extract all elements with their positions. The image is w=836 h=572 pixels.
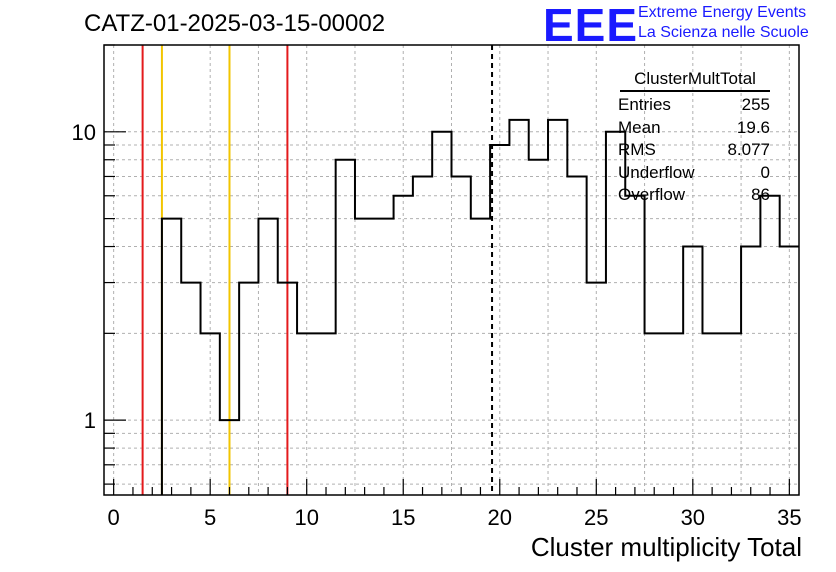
x-tick-label: 15 bbox=[391, 505, 415, 530]
stats-row-rms: RMS 8.077 bbox=[612, 139, 774, 162]
x-tick-label: 0 bbox=[108, 505, 120, 530]
eee-logo: EEE bbox=[543, 0, 639, 51]
stats-row-entries: Entries 255 bbox=[612, 94, 774, 117]
stats-label: Overflow bbox=[618, 185, 686, 204]
x-tick-label: 25 bbox=[584, 505, 608, 530]
stats-value: 255 bbox=[741, 95, 770, 114]
x-tick-label: 10 bbox=[294, 505, 318, 530]
histogram-outline bbox=[160, 118, 799, 495]
x-tick-labels: 0 5 10 15 20 25 30 35 bbox=[108, 505, 802, 530]
x-tick-label: 20 bbox=[488, 505, 512, 530]
stats-title: ClusterMultTotal bbox=[620, 68, 770, 92]
stats-value: 8.077 bbox=[727, 140, 770, 159]
stats-label: Underflow bbox=[618, 162, 695, 182]
x-tick-label: 35 bbox=[777, 505, 801, 530]
stats-row-underflow: Underflow 0 bbox=[612, 162, 774, 185]
y-tick-labels: 1 10 bbox=[72, 120, 96, 433]
axes bbox=[103, 44, 800, 496]
y-tick-label: 1 bbox=[84, 408, 96, 433]
y-tick-label: 10 bbox=[72, 120, 96, 145]
stats-label: RMS bbox=[618, 140, 656, 159]
plot-frame bbox=[103, 44, 800, 496]
stats-label: Mean bbox=[618, 117, 661, 137]
stats-value: 0 bbox=[760, 162, 770, 182]
stats-value: 86 bbox=[751, 185, 770, 204]
logo-line-2: La Scienza nelle Scuole bbox=[638, 24, 809, 41]
x-tick-label: 30 bbox=[681, 505, 705, 530]
stats-row-mean: Mean 19.6 bbox=[612, 117, 774, 140]
x-tick-label: 5 bbox=[204, 505, 216, 530]
stats-row-overflow: Overflow 86 bbox=[612, 184, 774, 207]
chart-title: CATZ-01-2025-03-15-00002 bbox=[84, 10, 386, 37]
marker-lines bbox=[141, 45, 494, 495]
stats-box: ClusterMultTotal Entries 255 Mean 19.6 R… bbox=[612, 68, 774, 207]
x-axis-label: Cluster multiplicity Total bbox=[530, 532, 802, 562]
logo-line-1: Extreme Energy Events bbox=[638, 4, 807, 21]
stats-value: 19.6 bbox=[736, 117, 770, 137]
stats-label: Entries bbox=[618, 95, 671, 114]
